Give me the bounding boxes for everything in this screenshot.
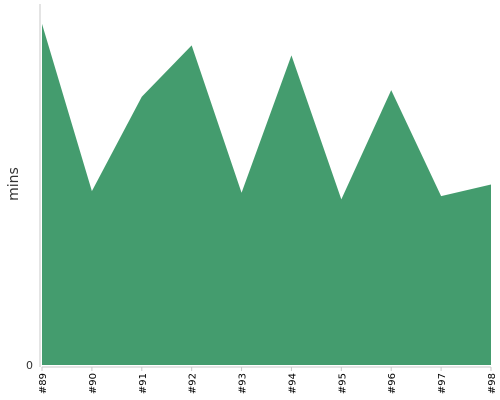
data-point-94 (289, 53, 293, 57)
y-tick-label: 0 (26, 359, 33, 372)
x-tick-label: #94 (287, 373, 298, 394)
x-tick-label: #98 (487, 373, 498, 394)
x-tick-label: #91 (138, 373, 149, 394)
data-point-98 (489, 183, 493, 187)
data-point-91 (140, 95, 144, 99)
data-point-93 (240, 191, 244, 195)
x-tick-label: #89 (38, 373, 49, 394)
x-tick-label: #92 (188, 373, 199, 394)
x-tick-label: #90 (88, 373, 99, 394)
plot-area (40, 22, 493, 366)
data-point-90 (90, 189, 94, 193)
x-tick-label: #95 (337, 373, 348, 394)
x-tick-label: #96 (387, 373, 398, 394)
data-point-95 (339, 197, 343, 201)
data-point-97 (439, 194, 443, 198)
y-axis-title: mins (6, 167, 22, 201)
axes: 0 #89 #90 #91 #92 #93 #94 #95 #96 #97 #98 (26, 4, 498, 394)
data-point-89 (40, 22, 44, 26)
x-tick-label: #97 (437, 373, 448, 394)
area-series-0 (42, 23, 491, 366)
data-point-96 (389, 88, 393, 92)
x-tick-label: #93 (238, 373, 249, 394)
data-point-92 (190, 43, 194, 47)
